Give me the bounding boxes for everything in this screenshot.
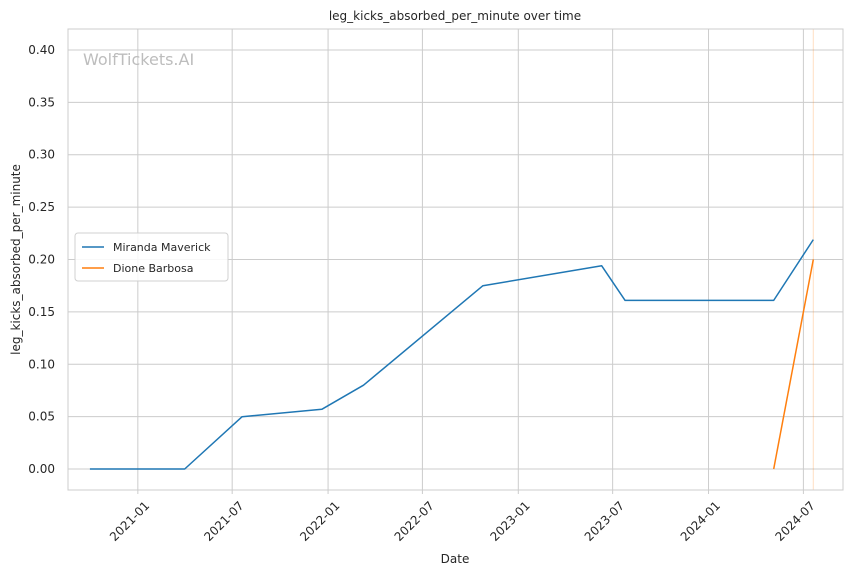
x-tick-label: 2021-01 bbox=[107, 499, 152, 544]
y-tick-label: 0.35 bbox=[28, 95, 55, 109]
y-tick-label: 0.20 bbox=[28, 253, 55, 267]
series-line-miranda-maverick bbox=[89, 239, 814, 470]
x-tick-label: 2024-07 bbox=[773, 499, 818, 544]
series-layer bbox=[89, 239, 815, 470]
x-tick-label: 2022-07 bbox=[392, 499, 437, 544]
x-tick-label: 2023-07 bbox=[582, 499, 627, 544]
series-line-dione-barbosa bbox=[772, 259, 815, 470]
y-tick-labels: 0.00 0.05 0.10 0.15 0.20 0.25 0.30 0.35 0.40 bbox=[28, 43, 55, 476]
legend-box bbox=[74, 232, 229, 282]
y-tick-label: 0.15 bbox=[28, 305, 55, 319]
plot-frame bbox=[67, 28, 844, 491]
legend: Miranda Maverick Dione Barbosa bbox=[74, 232, 229, 282]
y-tick-label: 0.10 bbox=[28, 357, 55, 371]
y-tick-label: 0.30 bbox=[28, 148, 55, 162]
legend-label-dione: Dione Barbosa bbox=[113, 262, 194, 275]
watermark: WolfTickets.AI bbox=[83, 50, 194, 69]
y-tick-label: 0.00 bbox=[28, 462, 55, 476]
x-tick-label: 2024-01 bbox=[678, 499, 723, 544]
x-tick-labels: 2021-01 2021-07 2022-01 2022-07 2023-01 2023-… bbox=[107, 490, 818, 544]
chart-title: leg_kicks_absorbed_per_minute over time bbox=[329, 9, 581, 23]
y-tick-label: 0.25 bbox=[28, 200, 55, 214]
x-tick-label: 2021-07 bbox=[201, 499, 246, 544]
grid-y bbox=[68, 49, 843, 470]
y-axis-label: leg_kicks_absorbed_per_minute bbox=[9, 164, 23, 355]
y-tick-label: 0.05 bbox=[28, 410, 55, 424]
legend-label-miranda: Miranda Maverick bbox=[113, 241, 211, 254]
x-axis-label: Date bbox=[441, 552, 470, 566]
x-tick-label: 2023-01 bbox=[487, 499, 532, 544]
x-tick-label: 2022-01 bbox=[297, 499, 342, 544]
y-tick-label: 0.40 bbox=[28, 43, 55, 57]
